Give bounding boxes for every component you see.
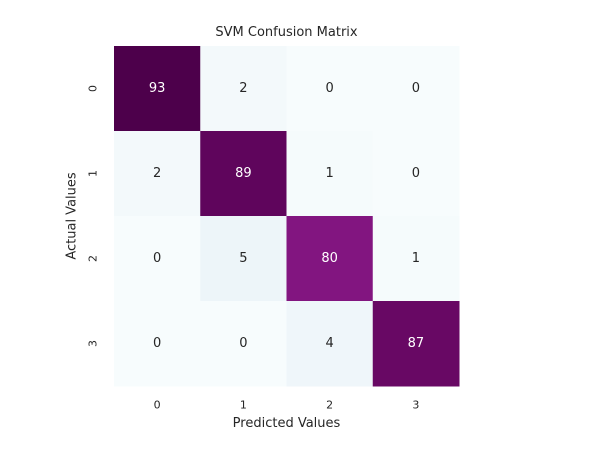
heatmap-cells <box>114 46 460 387</box>
x-tick-label-0: 0 <box>154 399 161 412</box>
heatmap-cell-0-0 <box>114 46 201 132</box>
heatmap-cell-0-3 <box>372 46 460 132</box>
cell-value-2-0: 0 <box>153 251 161 266</box>
cell-value-2-2: 80 <box>321 251 338 266</box>
cell-value-1-1: 89 <box>235 166 252 181</box>
y-tick-labels: 0 1 2 3 <box>87 85 100 347</box>
heatmap-cell-1-1 <box>200 131 287 217</box>
cell-value-3-0: 0 <box>153 336 161 351</box>
heatmap-cell-3-0 <box>114 301 201 387</box>
heatmap-cell-1-2 <box>286 131 374 217</box>
heatmap-cell-2-1 <box>200 216 287 302</box>
cell-value-0-3: 0 <box>412 81 420 96</box>
cell-value-0-1: 2 <box>239 81 247 96</box>
y-tick-label-1: 1 <box>87 170 100 177</box>
heatmap-cell-3-2 <box>286 301 374 387</box>
x-tick-label-3: 3 <box>412 399 419 412</box>
cell-value-0-0: 93 <box>149 81 166 96</box>
y-axis-label: Actual Values <box>64 172 80 260</box>
cell-value-2-3: 1 <box>412 251 420 266</box>
heatmap-cell-0-1 <box>200 46 287 132</box>
heatmap-cell-3-3 <box>372 301 460 387</box>
heatmap-cell-2-0 <box>114 216 201 302</box>
heatmap-cell-2-2 <box>286 216 374 302</box>
cell-value-3-1: 0 <box>239 336 247 351</box>
chart-title: SVM Confusion Matrix <box>215 25 358 40</box>
heatmap-cell-1-0 <box>114 131 201 217</box>
cell-value-3-3: 87 <box>408 336 425 351</box>
y-tick-label-3: 3 <box>87 340 100 347</box>
heatmap-cell-2-3 <box>372 216 460 302</box>
x-tick-labels: 0 1 2 3 <box>154 399 420 412</box>
cell-annotations: 93 2 0 0 2 89 1 0 0 5 80 1 0 0 4 87 <box>149 81 424 351</box>
cell-value-1-2: 1 <box>325 166 333 181</box>
x-axis-label: Predicted Values <box>232 416 341 431</box>
cell-value-1-0: 2 <box>153 166 161 181</box>
x-tick-label-1: 1 <box>240 399 247 412</box>
y-tick-label-2: 2 <box>87 255 100 262</box>
cell-value-2-1: 5 <box>239 251 247 266</box>
cell-value-1-3: 0 <box>412 166 420 181</box>
cell-value-3-2: 4 <box>325 336 333 351</box>
x-tick-label-2: 2 <box>326 399 333 412</box>
heatmap-cell-1-3 <box>372 131 460 217</box>
heatmap-cell-0-2 <box>286 46 374 132</box>
y-tick-label-0: 0 <box>87 85 100 92</box>
heatmap-cell-3-1 <box>200 301 287 387</box>
cell-value-0-2: 0 <box>325 81 333 96</box>
